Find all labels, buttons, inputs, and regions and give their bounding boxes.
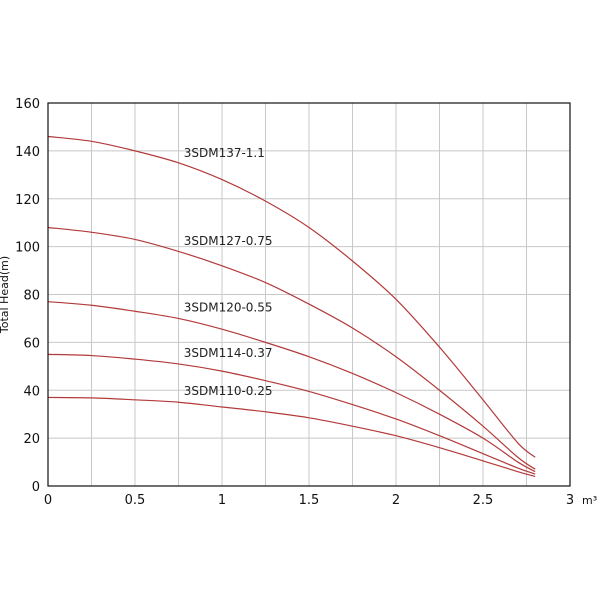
series-line-3SDM114-0.37 xyxy=(47,353,536,475)
series-line-3SDM110-0.25 xyxy=(47,396,536,478)
y-tick-label: 40 xyxy=(23,384,40,399)
tick-labels: 0 0.5 1 1.5 2 2.5 3 0 20 40 60 80 100 120 140 160 xyxy=(15,97,574,508)
y-tick-label: 60 xyxy=(23,336,40,351)
x-tick-label: 3 xyxy=(566,493,574,508)
x-tick-label: 1.5 xyxy=(299,493,320,508)
y-axis-label: Total Head(m) xyxy=(0,256,11,334)
x-axis-label: m³ xyxy=(582,494,597,507)
y-tick-label: 100 xyxy=(15,241,40,256)
x-tick-label: 2 xyxy=(392,493,400,508)
series-lines xyxy=(47,135,536,478)
series-line-3SDM127-0.75 xyxy=(47,226,536,470)
y-tick-label: 140 xyxy=(15,145,40,160)
grid xyxy=(48,103,570,486)
y-tick-label: 160 xyxy=(15,97,40,112)
series-label: 3SDM127-0.75 xyxy=(184,234,273,248)
y-tick-label: 120 xyxy=(15,193,40,208)
series-line-3SDM120-0.55 xyxy=(47,301,536,473)
series-line-3SDM137-1.1 xyxy=(47,135,536,458)
y-tick-label: 20 xyxy=(23,432,40,447)
series-label: 3SDM120-0.55 xyxy=(184,301,273,315)
x-tick-label: 0 xyxy=(44,493,52,508)
series-labels: 3SDM137-1.1 3SDM127-0.75 3SDM120-0.55 3SDM1… xyxy=(184,146,273,398)
y-tick-label: 80 xyxy=(23,289,40,304)
y-tick-label: 0 xyxy=(32,480,40,495)
series-label: 3SDM110-0.25 xyxy=(184,384,273,398)
series-label: 3SDM137-1.1 xyxy=(184,146,265,160)
plot-frame xyxy=(47,102,571,487)
x-tick-label: 1 xyxy=(218,493,226,508)
x-tick-label: 2.5 xyxy=(473,493,494,508)
x-tick-label: 0.5 xyxy=(125,493,146,508)
series-label: 3SDM114-0.37 xyxy=(184,346,273,360)
